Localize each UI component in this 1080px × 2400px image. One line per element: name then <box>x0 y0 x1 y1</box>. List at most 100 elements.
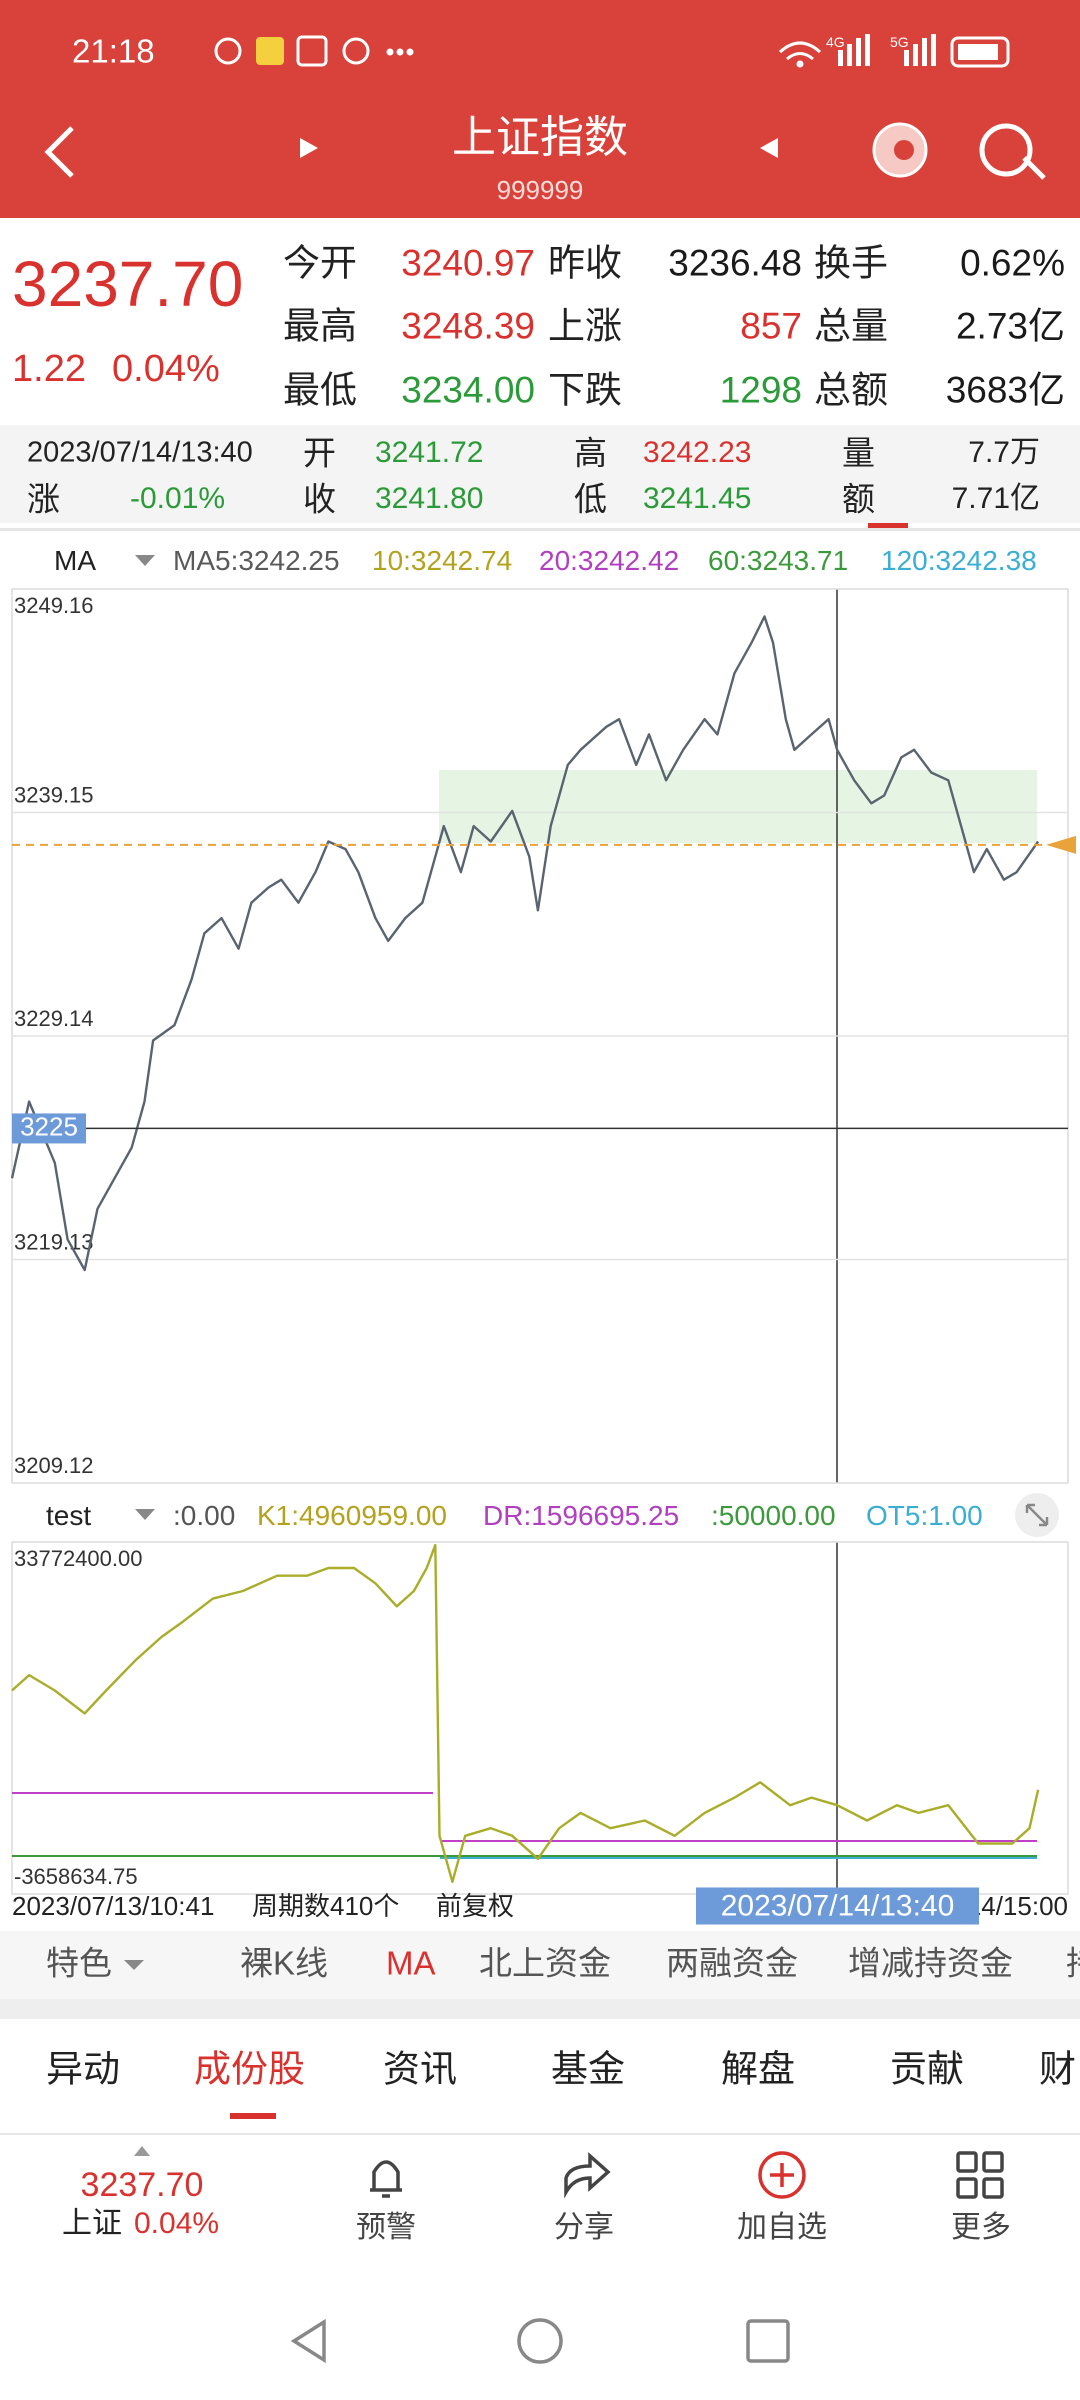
y-tick-label: 3219.13 <box>14 1229 94 1254</box>
info-label: 开 <box>303 434 336 472</box>
stat-label: 总量 <box>814 305 888 347</box>
x-axis-label: 前复权 <box>436 1891 515 1921</box>
y-tick-label: -3658634.75 <box>14 1864 138 1889</box>
info-label: 高 <box>574 434 607 472</box>
nav-item[interactable]: 分享 <box>554 2211 614 2244</box>
info-label: 量 <box>842 434 875 472</box>
info-value: 3242.23 <box>643 436 752 469</box>
stat-value: 0.62% <box>960 242 1065 284</box>
tab[interactable]: 持 <box>1066 1947 1080 1980</box>
stat-label: 下跌 <box>548 369 622 411</box>
nav-index-name[interactable]: 上证 <box>62 2207 122 2240</box>
stat-label: 上涨 <box>548 305 622 347</box>
tab[interactable]: 两融资金 <box>666 1944 798 1982</box>
legend-entry: 20:3242.42 <box>539 545 680 576</box>
dropdown-icon <box>135 555 155 1520</box>
nav-item[interactable]: 加自选 <box>737 2211 827 2244</box>
price-change-pct: 0.04% <box>112 348 220 390</box>
stat-label: 今开 <box>283 242 357 284</box>
tab-bar-2: 异动 成份股 资讯 基金 解盘 贡献 财 <box>0 2019 1080 2133</box>
tab[interactable]: 贡献 <box>890 2048 964 2090</box>
stat-label: 换手 <box>814 242 888 284</box>
stat-value: 3240.97 <box>401 242 535 284</box>
current-price: 3237.70 <box>12 248 244 320</box>
tab[interactable]: 异动 <box>46 2048 120 2090</box>
network-label: 5G <box>890 34 909 50</box>
tab[interactable]: MA <box>386 1944 436 1982</box>
info-label: 涨 <box>27 480 60 518</box>
tab[interactable]: 裸K线 <box>240 1944 329 1982</box>
y-tick-label: 3229.14 <box>14 1006 94 1031</box>
stat-value: 3236.48 <box>668 242 802 284</box>
page-title: 上证指数 <box>452 113 628 162</box>
price-line <box>10 615 1040 1272</box>
nav-change-pct[interactable]: 0.04% <box>134 2207 220 2240</box>
current-price-marker <box>1046 835 1076 854</box>
indicator-name[interactable]: MA <box>54 545 96 576</box>
status-time: 21:18 <box>72 32 155 70</box>
y-tick-label: 33772400.00 <box>14 1546 142 1571</box>
tab[interactable]: 成份股 <box>194 2048 305 2090</box>
y-tick-label: 3239.15 <box>14 782 94 807</box>
price-change: 1.22 <box>12 348 86 390</box>
tab[interactable]: 基金 <box>551 2048 625 2090</box>
legend-entry: MA5:3242.25 <box>173 545 340 576</box>
legend-entry: 60:3243.71 <box>708 545 849 576</box>
x-axis-label: 2023/07/13/10:41 <box>12 1891 215 1921</box>
stat-value: 1298 <box>719 369 802 411</box>
info-label: 额 <box>842 480 875 518</box>
info-label: 收 <box>303 480 336 518</box>
info-value: 3241.72 <box>375 436 484 469</box>
legend-entry: DR:1596695.25 <box>483 1500 680 1531</box>
divider <box>0 528 1080 531</box>
price-line <box>11 1543 1040 1883</box>
stat-value: 3248.39 <box>401 305 535 347</box>
crosshair-label-bg <box>12 1113 86 1144</box>
y-tick-label: 3209.12 <box>14 1453 94 1478</box>
stat-value: 857 <box>740 305 802 347</box>
stat-value: 3234.00 <box>401 369 535 411</box>
legend-entry: :0.00 <box>173 1500 236 1531</box>
info-value: -0.01% <box>130 482 226 515</box>
indicator-name[interactable]: test <box>46 1500 92 1531</box>
stat-value: 2.73亿 <box>955 305 1065 347</box>
crosshair-time: 2023/07/14/13:40 <box>696 1887 979 1925</box>
dropdown-icon <box>124 1960 144 1970</box>
tab[interactable]: 增减持资金 <box>848 1944 1013 1982</box>
info-value: 7.71亿 <box>951 482 1040 515</box>
tab[interactable]: 资讯 <box>383 2048 457 2090</box>
stat-label: 最高 <box>283 305 357 347</box>
nav-item[interactable]: 预警 <box>356 2211 416 2244</box>
expand-icon <box>1025 1503 1049 1527</box>
stat-label: 昨收 <box>548 242 622 284</box>
tab[interactable]: 解盘 <box>721 2048 795 2090</box>
x-axis-label: 周期数410个 <box>252 1891 400 1921</box>
tab[interactable]: 特色 <box>46 1944 112 1982</box>
legend-entry: 10:3242.74 <box>372 545 513 576</box>
info-label: 低 <box>574 480 607 518</box>
info-time: 2023/07/14/13:40 <box>27 436 253 469</box>
tab-underline <box>230 2113 276 2119</box>
index-code: 999999 <box>496 175 584 205</box>
nav-item[interactable]: 更多 <box>951 2211 1011 2244</box>
info-underline <box>868 523 908 528</box>
info-row-bg <box>0 425 1080 523</box>
section-gap <box>0 1999 1080 2019</box>
network-label: 4G <box>826 34 845 50</box>
tab-bar-bg: 特色 裸K线 MA 北上资金 两融资金 增减持资金 持 <box>0 1931 1080 1999</box>
status-icons <box>44 34 1046 180</box>
info-value: 3241.80 <box>375 482 484 515</box>
crosshair-label: 3225 <box>20 1111 78 1141</box>
legend-entry: 120:3242.38 <box>881 545 1037 576</box>
stat-label: 总额 <box>814 369 888 411</box>
nav-price[interactable]: 3237.70 <box>80 2166 204 2204</box>
info-value: 3241.45 <box>643 482 752 515</box>
info-value: 7.7万 <box>968 436 1040 469</box>
tab[interactable]: 北上资金 <box>479 1944 611 1982</box>
stat-value: 3683亿 <box>945 369 1065 411</box>
tab[interactable]: 财 <box>1039 2048 1076 2090</box>
range-band <box>439 770 1037 843</box>
stat-label: 最低 <box>283 369 357 411</box>
